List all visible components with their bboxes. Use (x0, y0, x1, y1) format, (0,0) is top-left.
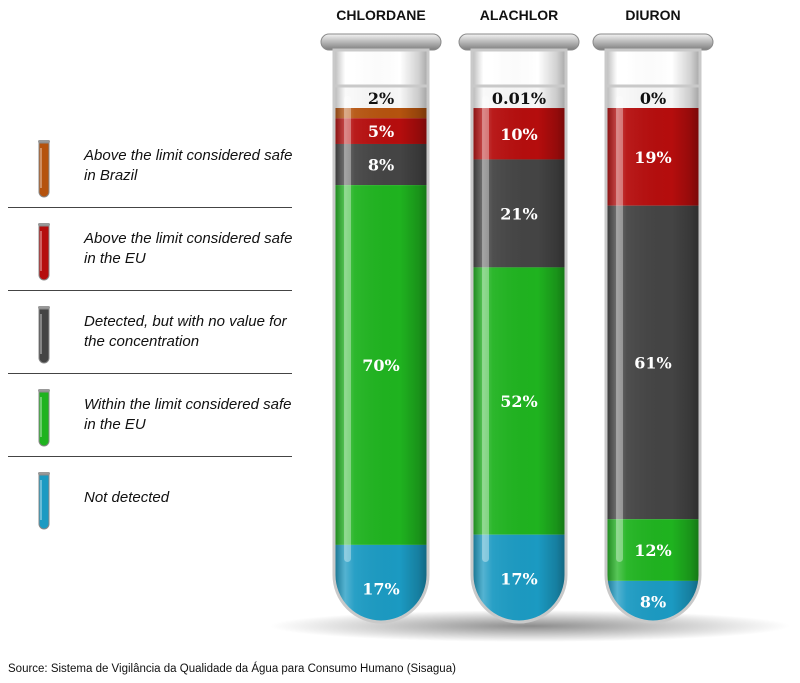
data-label: 17% (362, 580, 399, 599)
legend-label: Above the limit considered safe in Brazi… (84, 147, 293, 184)
tube-glass-shade (470, 84, 568, 624)
tube-highlight (344, 96, 351, 562)
tube-highlight (482, 96, 489, 562)
data-label: 0.01% (492, 89, 546, 108)
tube-title: CHLORDANE (336, 7, 425, 23)
data-label: 19% (634, 148, 671, 167)
data-label: 2% (368, 89, 394, 108)
legend-label: Not detected (84, 489, 170, 506)
legend-label: Within the limit considered safe in the … (84, 396, 292, 433)
tube-neck (604, 48, 702, 88)
tube-icon (38, 389, 50, 447)
source-note: Source: Sistema de Vigilância da Qualida… (8, 663, 456, 675)
data-label: 61% (634, 353, 671, 372)
legend-item-eu-within: Within the limit considered safe in the … (8, 374, 292, 457)
legend-item-brazil: Above the limit considered safe in Brazi… (8, 125, 292, 208)
tube-neck (332, 48, 430, 88)
test-tube: DIURON 0% 19% 61% 12% 8% (592, 7, 714, 624)
data-label: 70% (362, 356, 399, 375)
data-label: 5% (368, 122, 394, 141)
data-label: 8% (640, 592, 666, 611)
tube-icon (38, 140, 50, 198)
tube-glass-shade (604, 84, 702, 624)
tube-glass-shade (332, 84, 430, 624)
tube-title: ALACHLOR (480, 7, 559, 23)
tube-rim (592, 33, 714, 51)
tube-icon (38, 223, 50, 281)
data-label: 17% (500, 569, 537, 588)
tube-icon (38, 306, 50, 364)
tube-rim (320, 33, 442, 51)
legend-label: Detected, but with no value for the conc… (84, 313, 287, 350)
data-label: 0% (640, 89, 666, 108)
data-label: 12% (634, 541, 671, 560)
legend-item-no-value: Detected, but with no value for the conc… (8, 291, 292, 374)
tube-highlight (616, 96, 623, 562)
legend-item-eu-above: Above the limit considered safe in the E… (8, 208, 292, 291)
tube-title: DIURON (625, 7, 680, 23)
data-label: 52% (500, 392, 537, 411)
legend-item-not-detected: Not detected (8, 457, 292, 539)
tube-icon (38, 472, 50, 530)
tube-neck (470, 48, 568, 88)
data-label: 10% (500, 125, 537, 144)
legend: Above the limit considered safe in Brazi… (8, 125, 292, 539)
test-tube: ALACHLOR 0.01% 10% 21% 52% 17% (458, 7, 580, 624)
data-label: 8% (368, 156, 394, 175)
tube-rim (458, 33, 580, 51)
data-label: 21% (500, 204, 537, 223)
legend-label: Above the limit considered safe in the E… (84, 230, 293, 267)
test-tube: CHLORDANE 2% 5% 8% 70% 17% (320, 7, 442, 624)
